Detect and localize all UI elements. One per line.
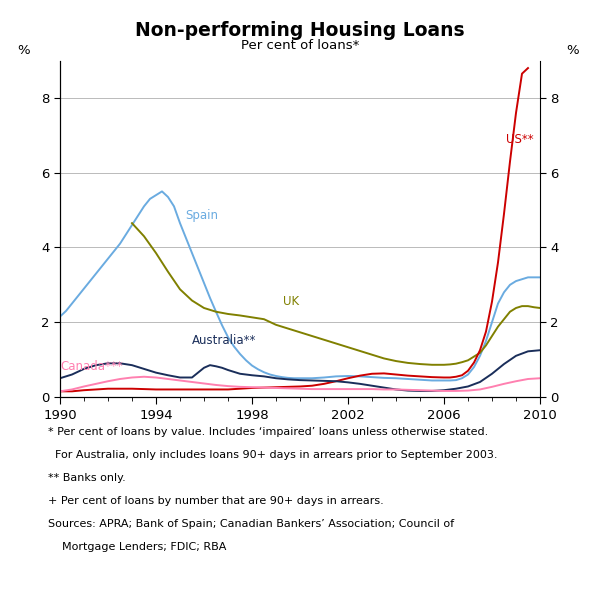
Text: + Per cent of loans by number that are 90+ days in arrears.: + Per cent of loans by number that are 9… xyxy=(48,496,384,507)
Text: Per cent of loans*: Per cent of loans* xyxy=(241,39,359,52)
Text: For Australia, only includes loans 90+ days in arrears prior to September 2003.: For Australia, only includes loans 90+ d… xyxy=(48,450,497,461)
Text: ** Banks only.: ** Banks only. xyxy=(48,473,126,484)
Text: Sources: APRA; Bank of Spain; Canadian Bankers’ Association; Council of: Sources: APRA; Bank of Spain; Canadian B… xyxy=(48,519,454,530)
Text: Spain: Spain xyxy=(185,209,218,222)
Text: * Per cent of loans by value. Includes ‘impaired’ loans unless otherwise stated.: * Per cent of loans by value. Includes ‘… xyxy=(48,427,488,438)
Text: %: % xyxy=(566,44,578,57)
Text: Australia**: Australia** xyxy=(192,334,256,347)
Text: %: % xyxy=(17,44,29,57)
Text: US**: US** xyxy=(506,133,534,145)
Text: Canada***: Canada*** xyxy=(60,360,122,373)
Text: UK: UK xyxy=(283,295,299,308)
Text: Non-performing Housing Loans: Non-performing Housing Loans xyxy=(135,21,465,40)
Text: Mortgage Lenders; FDIC; RBA: Mortgage Lenders; FDIC; RBA xyxy=(48,542,226,553)
